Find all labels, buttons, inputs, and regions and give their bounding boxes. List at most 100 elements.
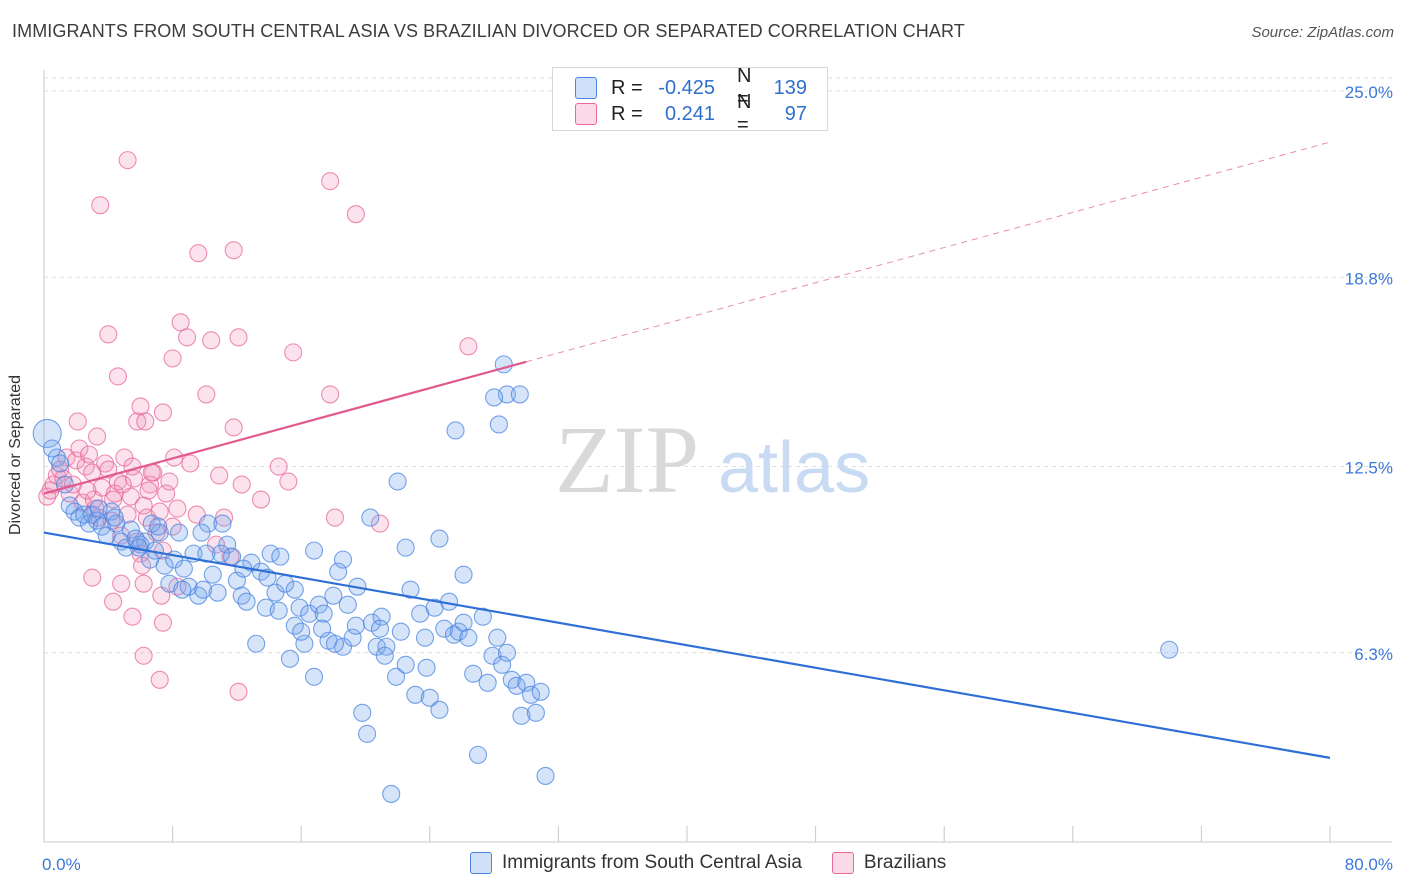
data-point [153,403,173,422]
data-point [333,550,353,569]
data-point [483,646,502,665]
data-point [112,526,131,545]
data-point [391,622,410,641]
data-point [305,541,324,560]
data-point [178,328,197,347]
data-point [84,490,103,509]
data-point [202,331,221,350]
data-point [375,646,394,665]
legend-swatch-pink [575,103,597,125]
legend-item-south-central-asia: Immigrants from South Central Asia [470,852,802,874]
data-point [192,523,211,542]
y-tick-label: 12.5% [1345,459,1393,478]
data-point [198,514,218,533]
data-point [194,580,213,599]
data-point [224,418,243,437]
data-point [171,313,190,332]
data-point [237,592,256,611]
data-point [396,538,415,557]
data-point [346,616,365,635]
data-point [197,385,216,404]
data-point [346,205,365,224]
data-point [485,388,504,407]
data-point [169,523,189,542]
data-point [314,604,333,623]
legend-n-value: 139 [773,76,807,99]
data-point [213,514,232,533]
data-point [160,472,179,491]
data-point [139,481,158,500]
data-point [459,628,478,647]
trend-lines [43,141,1331,759]
legend-r-value: 0.241 [664,102,715,125]
data-point [444,625,463,644]
data-point [60,496,79,515]
legend-swatch-blue [470,852,492,874]
data-point [396,655,415,674]
data-point [269,601,288,620]
data-point [251,490,271,509]
data-point [290,598,309,617]
tick-labels: 6.3% 12.5% 18.8% 25.0% 0.0% 80.0% [42,83,1393,874]
data-point [108,367,127,386]
x-tick-label: 80.0% [1345,855,1393,874]
source-label: Source: ZipAtlas.com [1251,24,1394,41]
data-point [211,544,230,563]
data-point [285,580,304,599]
legend-n-label: N = [737,65,752,110]
data-point [131,397,150,416]
data-point [305,667,324,686]
data-point [149,517,168,536]
data-point [468,745,488,764]
data-point [446,421,465,440]
watermark-zip: ZIP [555,406,699,513]
data-point [271,547,290,566]
data-point [536,766,555,785]
data-point [512,706,531,725]
watermark: ZIP atlas [555,406,870,513]
data-point [134,646,153,665]
data-point [112,574,131,593]
data-point [406,685,425,704]
data-point [163,349,182,368]
data-point [218,535,237,554]
data-point [269,457,288,476]
data-point [415,628,435,647]
data-point [459,337,478,356]
data-point [173,580,192,599]
data-point [79,445,99,464]
data-point [78,481,97,500]
legend-r-value: -0.425 [658,76,715,99]
data-point [321,172,340,191]
data-point [449,622,468,641]
legend-r-label: R = [611,102,643,125]
legend-label: Immigrants from South Central Asia [502,852,802,873]
axes [43,70,1392,843]
data-point [338,595,357,614]
data-point [229,328,248,347]
chart-title: IMMIGRANTS FROM SOUTH CENTRAL ASIA VS BR… [12,21,965,41]
data-point [464,664,483,683]
data-point [1160,640,1179,659]
data-point [104,592,123,611]
data-point [358,724,377,743]
legend-n-label: N = [737,91,752,136]
legend-series: Immigrants from South Central Asia Brazi… [470,852,976,874]
data-point [105,508,124,527]
legend-swatch-blue [575,77,597,99]
trend-line-dashed [526,141,1331,363]
data-point [510,385,529,404]
legend-n-value: 97 [784,102,807,125]
data-point [210,466,229,485]
data-point [87,427,107,446]
data-point [266,583,285,602]
data-point [361,508,380,527]
data-point [388,472,407,491]
data-point [68,412,87,431]
data-point [454,565,473,584]
data-point [478,673,497,692]
data-point [214,508,234,527]
legend-label: Brazilians [863,852,947,873]
data-point [99,325,118,344]
